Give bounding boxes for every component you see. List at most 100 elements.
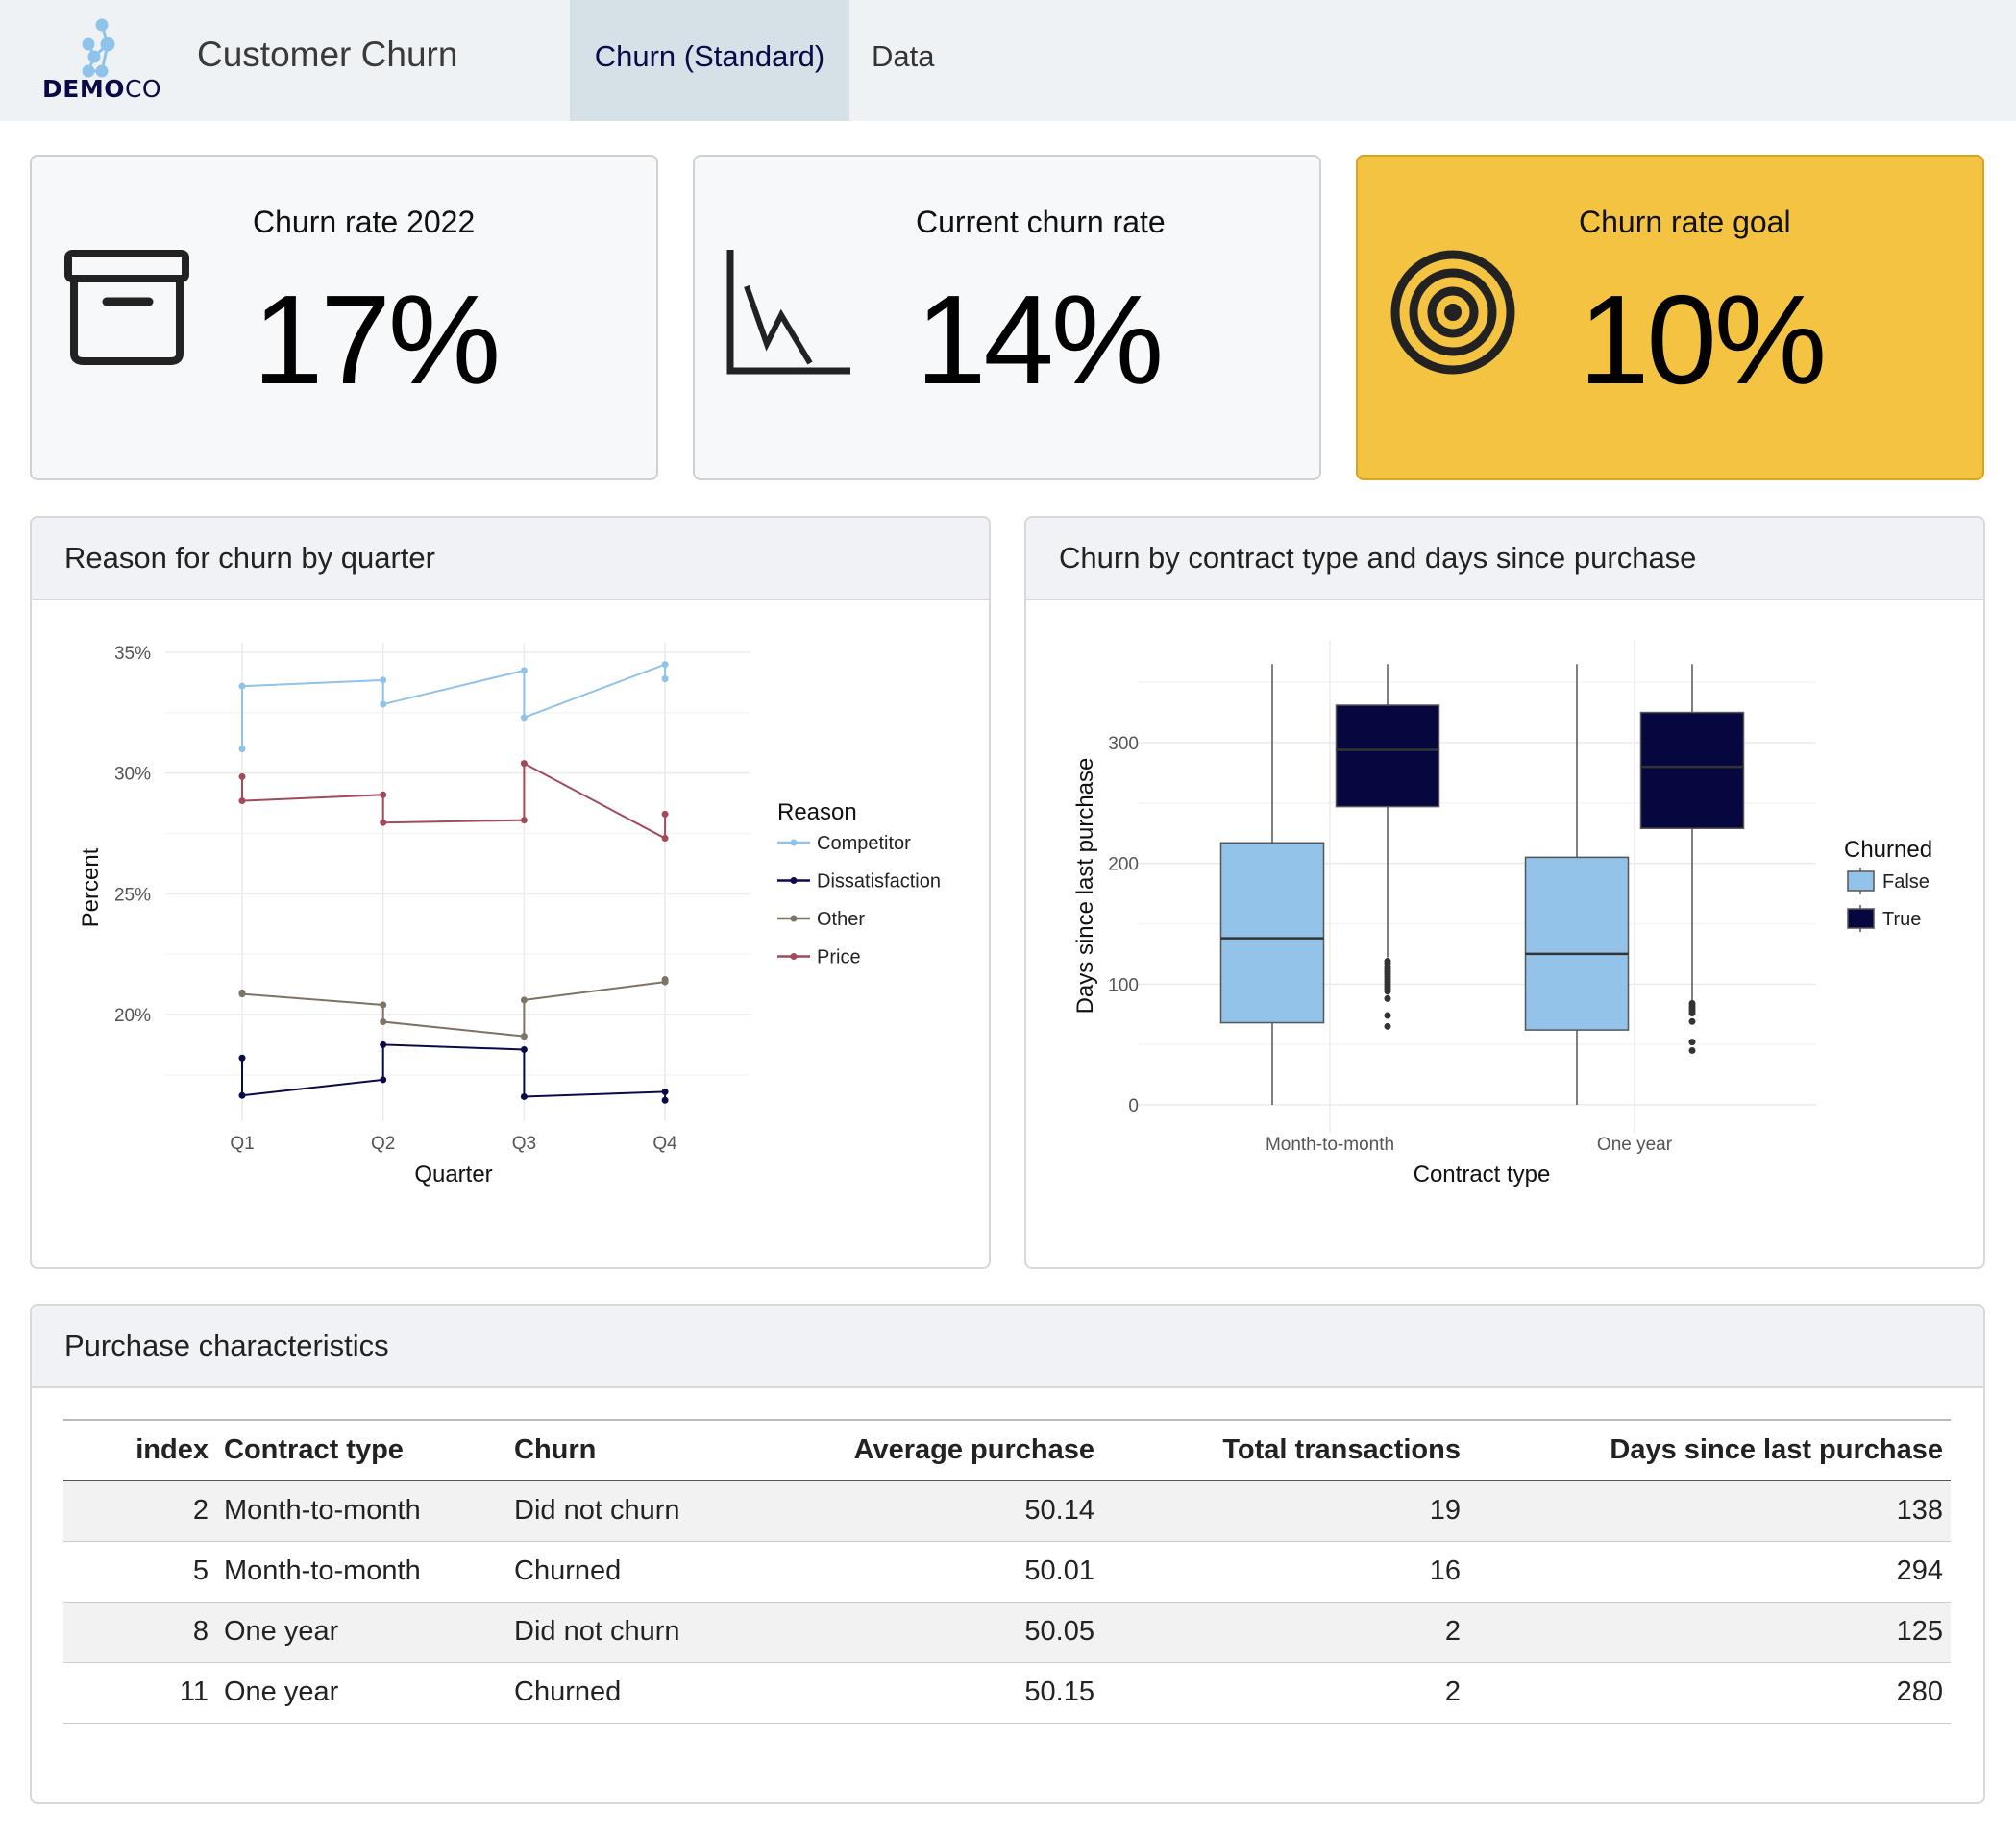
tab-data[interactable]: Data (872, 39, 935, 73)
column-header-average-purchase[interactable]: Average purchase (853, 1434, 1094, 1465)
purchase-table-card: Purchase characteristics index Contract … (30, 1304, 1985, 1804)
table-header-row: index Contract type Churn Average purcha… (63, 1420, 1951, 1480)
data-point (380, 700, 387, 708)
y-axis-title: Days since last purchase (1072, 758, 1098, 1015)
data-point (380, 1040, 387, 1048)
table-cell: One year (224, 1616, 339, 1647)
table-cell: 50.05 (1024, 1616, 1094, 1647)
legend-key-box (1847, 908, 1875, 929)
series-line-other (241, 979, 667, 1038)
legend-label: Dissatisfaction (817, 871, 941, 893)
legend-key-point (790, 915, 798, 922)
outlier-point (1688, 1046, 1696, 1054)
series-line-competitor (241, 663, 667, 749)
box-false (1524, 856, 1630, 1031)
data-point (661, 976, 669, 984)
table-cell: 19 (1429, 1495, 1461, 1527)
reason-chart-card: Reason for churn by quarter Q1 Q2 Q3 Q4 20% 2… (30, 516, 991, 1269)
tab-churn-standard[interactable]: Churn (Standard) (570, 0, 849, 121)
data-point (661, 1096, 669, 1104)
table-cell: 11 (179, 1676, 209, 1707)
outlier-point (1688, 1039, 1696, 1046)
table-cell: One year (224, 1676, 339, 1707)
data-point (238, 772, 246, 780)
y-tick-label: 20% (114, 1006, 151, 1026)
data-point (520, 760, 528, 768)
table-cell: 50.15 (1024, 1676, 1094, 1707)
y-tick-label: 30% (114, 765, 151, 785)
outlier-point (1384, 988, 1391, 995)
y-tick-label: 35% (114, 644, 151, 664)
column-header-contract-type[interactable]: Contract type (224, 1434, 404, 1465)
column-header-churn[interactable]: Churn (514, 1434, 597, 1465)
outlier-point (1384, 1022, 1391, 1030)
series-line-dissatisfaction (241, 1043, 667, 1101)
table-cell: 8 (192, 1616, 209, 1647)
value-box-current-churn-rate: Current churn rate 14% (693, 155, 1321, 480)
column-header-total-transactions[interactable]: Total transactions (1222, 1434, 1461, 1465)
value-box-title: Churn rate 2022 (253, 205, 476, 239)
data-point (661, 810, 669, 818)
table-cell: Did not churn (514, 1495, 680, 1527)
outlier-point (1384, 1012, 1391, 1019)
y-tick-label: 25% (114, 885, 151, 905)
value-box-title: Churn rate goal (1579, 205, 1791, 239)
card-title: Reason for churn by quarter (32, 518, 989, 600)
data-point (380, 819, 387, 826)
legend-key-box (1847, 870, 1875, 892)
y-tick-label: 300 (1108, 734, 1139, 754)
y-tick-label: 200 (1108, 855, 1139, 875)
data-point (380, 791, 387, 798)
data-point (520, 1033, 528, 1040)
bullseye-target-icon (1390, 250, 1515, 375)
data-point (520, 714, 528, 722)
x-axis-title: Quarter (414, 1162, 492, 1187)
chart-line-down-icon (726, 250, 850, 375)
box-false (1219, 842, 1325, 1024)
card-title: Churn by contract type and days since pu… (1026, 518, 1983, 600)
outlier-point (1688, 1009, 1696, 1016)
app-title: Customer Churn (197, 35, 458, 74)
data-point (238, 1091, 246, 1099)
data-point (520, 1045, 528, 1053)
data-point (661, 835, 669, 843)
logo-text: DEMOCO (42, 75, 162, 103)
legend-title: Reason (777, 799, 857, 825)
table-row: 8 One year Did not churn 50.05 2 125 (63, 1602, 1951, 1662)
value-box-title: Current churn rate (916, 205, 1166, 239)
x-tick-label: Q4 (652, 1134, 677, 1154)
legend-key-point (790, 839, 798, 846)
column-header-days-since-last-purchase[interactable]: Days since last purchase (1610, 1434, 1943, 1465)
democo-logo-icon (82, 18, 115, 78)
value-box-churn-rate-goal: Churn rate goal 10% (1356, 155, 1984, 480)
table-cell: 280 (1896, 1676, 1943, 1707)
table-cell: Churned (514, 1676, 622, 1707)
contract-box-plot: Month-to-month One year 0 100 200 300 Contract… (1072, 640, 1932, 1187)
legend-label: Price (817, 947, 861, 968)
series-line-price (241, 761, 667, 841)
x-tick-label: One year (1597, 1135, 1673, 1155)
outlier-point (1384, 994, 1391, 1002)
y-tick-label: 100 (1108, 975, 1139, 995)
reason-line-chart: Q1 Q2 Q3 Q4 20% 25% 30% 35% Quarter Percent Compet… (78, 642, 941, 1187)
box-true (1335, 704, 1440, 808)
value-box-value: 14% (916, 269, 1164, 410)
data-point (380, 1076, 387, 1084)
table-cell: 5 (192, 1555, 209, 1586)
y-tick-label: 0 (1128, 1096, 1139, 1116)
table-cell: Month-to-month (224, 1555, 421, 1586)
data-point (661, 661, 669, 669)
outlier-point (1688, 1017, 1696, 1025)
y-axis-title: Percent (78, 847, 104, 927)
data-point (238, 1054, 246, 1062)
table-cell: 50.01 (1024, 1555, 1094, 1586)
column-header-index[interactable]: index (135, 1434, 209, 1465)
table-cell: 50.14 (1024, 1495, 1094, 1527)
data-point (520, 1092, 528, 1100)
legend-title: Churned (1844, 837, 1932, 863)
x-tick-label: Q3 (512, 1134, 536, 1154)
data-point (520, 667, 528, 674)
card-title: Purchase characteristics (32, 1306, 1983, 1388)
box-true (1639, 711, 1745, 829)
purchase-table: index Contract type Churn Average purcha… (63, 1419, 1951, 1724)
